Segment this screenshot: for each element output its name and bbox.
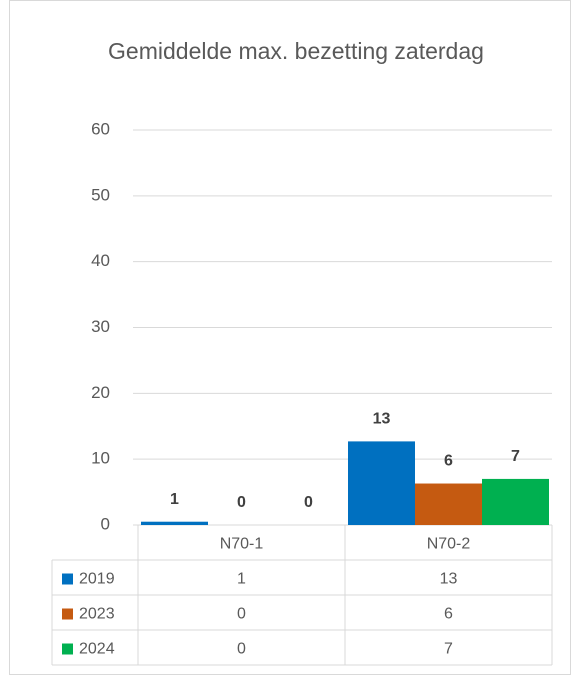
table-cell: 0 xyxy=(237,606,246,623)
table-cell: 6 xyxy=(444,606,453,623)
legend-key xyxy=(62,643,73,655)
y-tick-label: 0 xyxy=(101,514,110,533)
y-tick-label: 60 xyxy=(91,119,110,138)
table-cell: 1 xyxy=(237,571,246,588)
legend-label: 2023 xyxy=(79,606,115,623)
y-tick-label: 50 xyxy=(91,185,110,204)
data-label: 0 xyxy=(237,494,246,511)
legend-label: 2024 xyxy=(79,641,115,658)
y-tick-label: 30 xyxy=(91,317,110,336)
x-tick-label: N70-1 xyxy=(220,536,264,553)
legend-key xyxy=(62,573,73,585)
bar xyxy=(141,521,208,525)
data-label: 0 xyxy=(304,494,313,511)
table-cell: 13 xyxy=(440,571,458,588)
table-cell: 0 xyxy=(237,641,246,658)
bar xyxy=(415,483,482,525)
bar xyxy=(348,441,415,525)
data-label: 7 xyxy=(511,448,520,465)
bar xyxy=(482,478,549,525)
y-tick-label: 40 xyxy=(91,251,110,270)
data-label: 13 xyxy=(373,411,391,428)
table-cell: 7 xyxy=(444,641,453,658)
y-tick-label: 10 xyxy=(91,449,110,468)
legend-label: 2019 xyxy=(79,571,115,588)
legend-key xyxy=(62,608,73,620)
chart-title: Gemiddelde max. bezetting zaterdag xyxy=(108,38,484,64)
x-tick-label: N70-2 xyxy=(427,536,471,553)
data-label: 6 xyxy=(444,453,453,470)
data-label: 1 xyxy=(170,491,179,508)
y-tick-label: 20 xyxy=(91,383,110,402)
